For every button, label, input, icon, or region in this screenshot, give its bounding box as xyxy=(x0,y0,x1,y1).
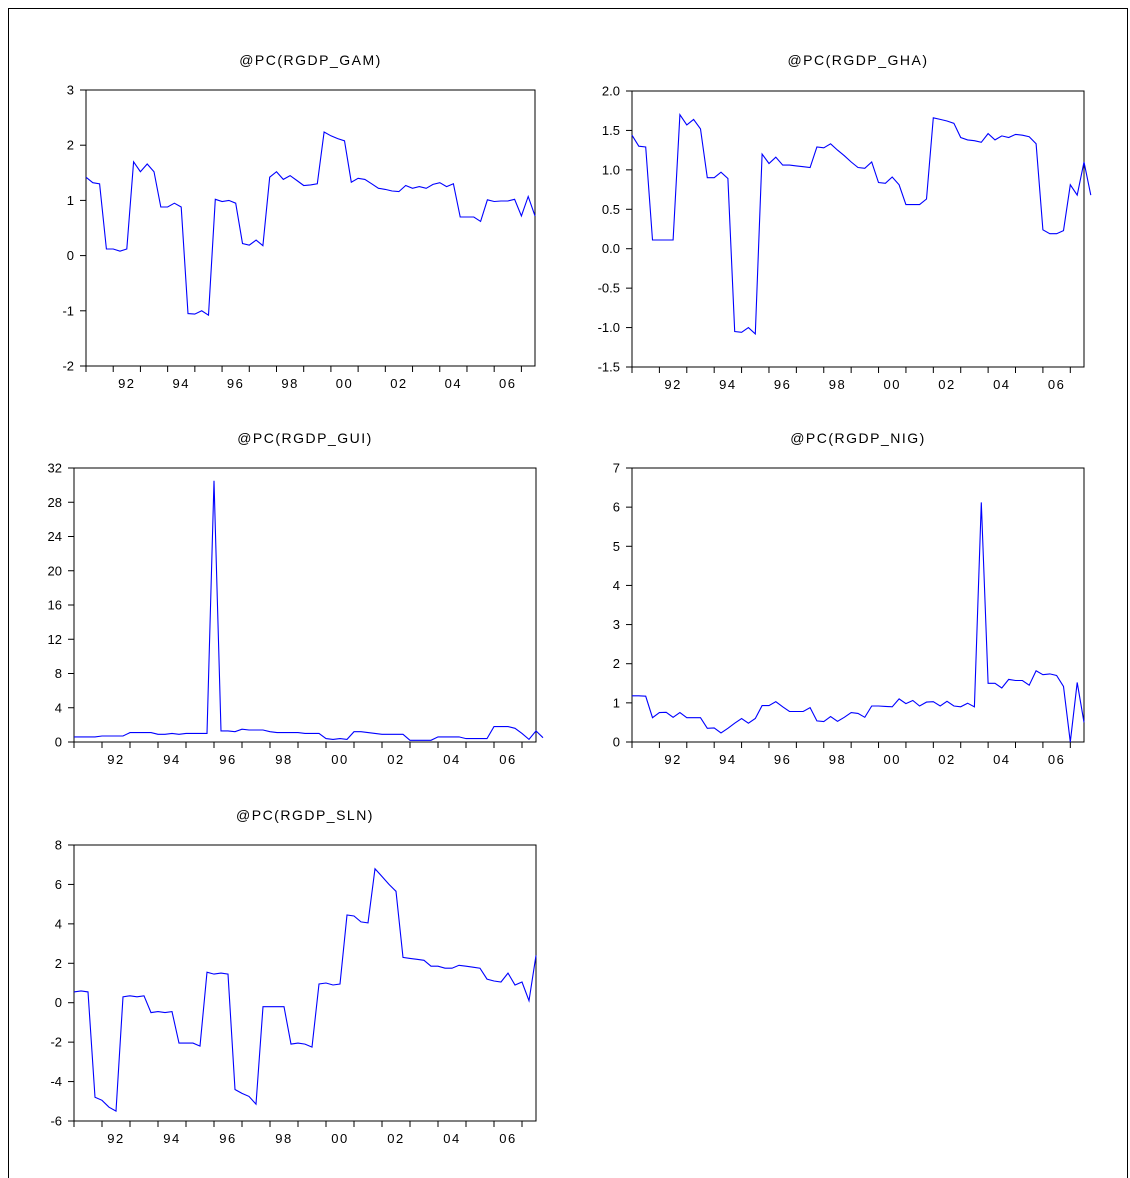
x-tick-label: 04 xyxy=(993,752,1010,767)
x-tick-label: 92 xyxy=(118,376,135,391)
y-tick-label: 1.5 xyxy=(602,123,620,138)
x-tick-label: 04 xyxy=(443,1131,460,1146)
chart-title: @PC(RGDP_SLN) xyxy=(236,807,374,823)
x-tick-label: 04 xyxy=(443,752,460,767)
y-tick-label: 4 xyxy=(55,916,62,931)
y-tick-label: -1.0 xyxy=(598,320,620,335)
x-tick-label: 96 xyxy=(774,377,791,392)
chart-title: @PC(RGDP_GHA) xyxy=(787,52,928,68)
x-tick-label: 02 xyxy=(387,752,404,767)
plot-frame xyxy=(631,467,1085,743)
y-tick-label: 0 xyxy=(67,248,74,263)
x-tick-label: 06 xyxy=(1048,752,1065,767)
y-tick-label: 20 xyxy=(48,563,62,578)
x-tick-label: 00 xyxy=(331,752,348,767)
y-tick-label: 28 xyxy=(48,495,62,510)
x-tick-label: 06 xyxy=(499,376,516,391)
y-tick-label: 0 xyxy=(55,735,62,750)
x-tick-label: 04 xyxy=(993,377,1010,392)
y-tick-label: 8 xyxy=(55,666,62,681)
chart-title: @PC(RGDP_NIG) xyxy=(790,430,926,446)
x-tick-label: 92 xyxy=(664,377,681,392)
x-tick-label: 94 xyxy=(163,1131,180,1146)
x-tick-label: 00 xyxy=(336,376,353,391)
x-tick-label: 98 xyxy=(275,752,292,767)
chart-title: @PC(RGDP_GUI) xyxy=(237,430,373,446)
y-tick-label: 7 xyxy=(613,461,620,476)
y-tick-label: 8 xyxy=(55,838,62,853)
y-tick-label: 2.0 xyxy=(602,84,620,99)
x-tick-label: 02 xyxy=(387,1131,404,1146)
y-tick-label: 3 xyxy=(67,83,74,98)
y-tick-label: 0 xyxy=(55,995,62,1010)
series-line xyxy=(631,113,1092,336)
x-tick-label: 96 xyxy=(227,376,244,391)
y-tick-label: 32 xyxy=(48,461,62,476)
x-tick-label: 02 xyxy=(938,377,955,392)
x-tick-label: 00 xyxy=(331,1131,348,1146)
series-line xyxy=(74,480,544,741)
y-tick-label: -1.5 xyxy=(598,360,620,375)
x-tick-label: 06 xyxy=(499,1131,516,1146)
y-tick-label: -0.5 xyxy=(598,281,620,296)
y-tick-label: 1.0 xyxy=(602,162,620,177)
x-tick-label: 92 xyxy=(664,752,681,767)
x-tick-label: 98 xyxy=(829,377,846,392)
x-tick-label: 96 xyxy=(219,1131,236,1146)
y-tick-label: -1 xyxy=(62,303,74,318)
x-tick-label: 98 xyxy=(281,376,298,391)
chart-title: @PC(RGDP_GAM) xyxy=(239,52,382,68)
y-tick-label: 3 xyxy=(613,617,620,632)
x-tick-label: 06 xyxy=(1048,377,1065,392)
series-line xyxy=(632,502,1085,743)
x-tick-label: 92 xyxy=(107,752,124,767)
y-tick-label: -2 xyxy=(50,1035,62,1050)
y-tick-label: 0.0 xyxy=(602,241,620,256)
x-tick-label: 98 xyxy=(275,1131,292,1146)
x-tick-label: 96 xyxy=(774,752,791,767)
x-tick-label: 94 xyxy=(163,752,180,767)
y-tick-label: 2 xyxy=(613,656,620,671)
plot-frame xyxy=(631,90,1085,368)
x-tick-label: 04 xyxy=(445,376,462,391)
y-tick-label: 16 xyxy=(48,598,62,613)
x-tick-label: 06 xyxy=(499,752,516,767)
y-tick-label: 6 xyxy=(55,877,62,892)
y-tick-label: 2 xyxy=(67,138,74,153)
x-tick-label: 02 xyxy=(938,752,955,767)
y-tick-label: 24 xyxy=(48,529,62,544)
y-tick-label: 12 xyxy=(48,632,62,647)
x-tick-label: 92 xyxy=(107,1131,124,1146)
x-tick-label: 00 xyxy=(884,377,901,392)
y-tick-label: -6 xyxy=(50,1114,62,1129)
x-tick-label: 00 xyxy=(884,752,901,767)
x-tick-label: 96 xyxy=(219,752,236,767)
plot-frame xyxy=(85,89,536,367)
series-line xyxy=(73,867,537,1113)
figure-frame xyxy=(8,8,1128,1178)
x-tick-label: 94 xyxy=(173,376,190,391)
y-tick-label: 1 xyxy=(67,193,74,208)
y-tick-label: 2 xyxy=(55,956,62,971)
y-tick-label: 4 xyxy=(613,578,620,593)
series-line xyxy=(85,131,536,317)
y-tick-label: 6 xyxy=(613,500,620,515)
plot-frame xyxy=(73,467,537,743)
y-tick-label: -4 xyxy=(50,1074,62,1089)
plot-frame xyxy=(73,844,537,1122)
y-tick-label: -2 xyxy=(62,359,74,374)
x-tick-label: 02 xyxy=(390,376,407,391)
x-tick-label: 94 xyxy=(719,377,736,392)
y-tick-label: 4 xyxy=(55,700,62,715)
x-tick-label: 94 xyxy=(719,752,736,767)
y-tick-label: 0 xyxy=(613,735,620,750)
y-tick-label: 1 xyxy=(613,695,620,710)
x-tick-label: 98 xyxy=(829,752,846,767)
y-tick-label: 5 xyxy=(613,539,620,554)
y-tick-label: 0.5 xyxy=(602,202,620,217)
